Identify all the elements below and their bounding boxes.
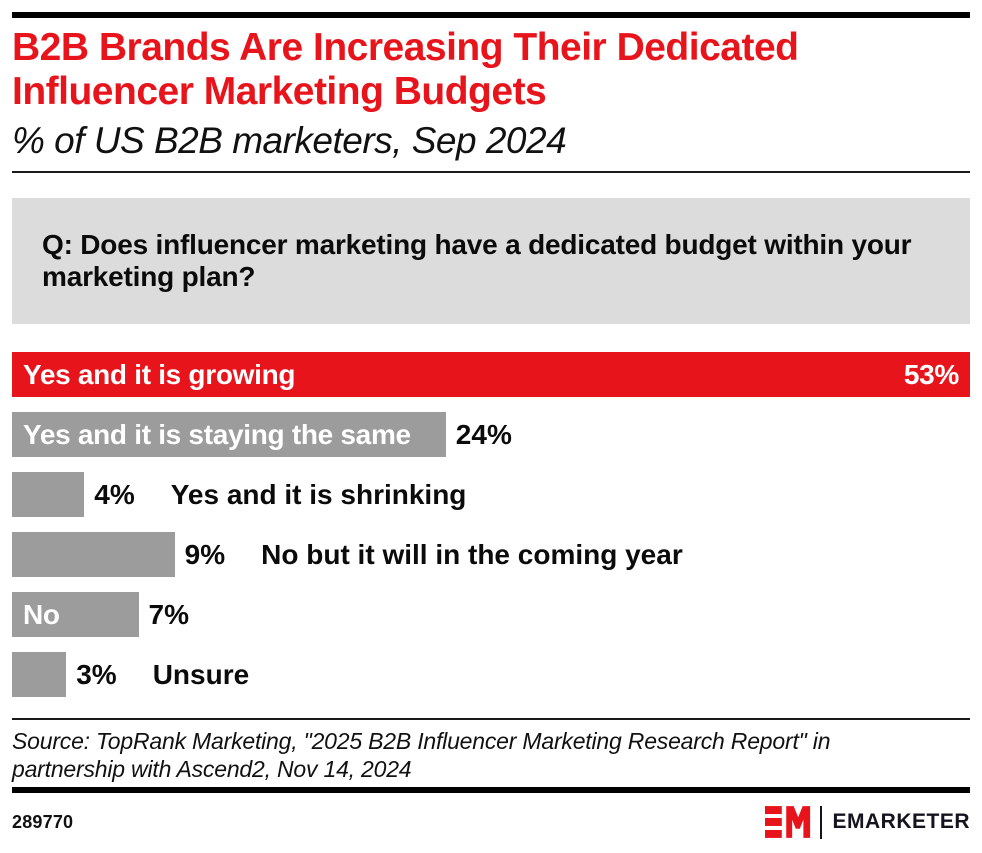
bar-shrinking	[12, 472, 85, 518]
top-rule	[12, 12, 970, 18]
emarketer-logo: EMARKETER	[765, 805, 970, 839]
em-logomark-icon	[765, 806, 811, 839]
bar-label: Yes and it is growing	[23, 358, 296, 390]
bar-row-staying-same: Yes and it is staying the same 24%	[12, 412, 970, 458]
bar-row-unsure: 3% Unsure	[12, 652, 970, 698]
bar-staying-same: Yes and it is staying the same	[12, 412, 446, 458]
chart-id: 289770	[12, 811, 74, 832]
question-text: Q: Does influencer marketing have a dedi…	[42, 229, 912, 293]
header-divider	[12, 171, 970, 174]
bar-unsure	[12, 652, 67, 698]
bar-no: No	[12, 592, 139, 638]
bar-row-no: No 7%	[12, 592, 970, 638]
bar-row-shrinking: 4% Yes and it is shrinking	[12, 472, 970, 518]
bar-value: 53%	[903, 358, 959, 390]
source-note: Source: TopRank Marketing, "2025 B2B Inf…	[12, 728, 831, 782]
logo-divider	[820, 805, 823, 839]
bar-value: 3%	[76, 658, 117, 690]
chart-subtitle: % of US B2B marketers, Sep 2024	[12, 120, 567, 162]
bar-label: No	[23, 598, 60, 630]
infographic: B2B Brands Are Increasing Their Dedicate…	[0, 12, 982, 839]
bar-chart: Yes and it is growing 53% Yes and it is …	[12, 352, 970, 698]
bar-value: 24%	[455, 418, 512, 450]
bar-label: Yes and it is staying the same	[23, 418, 411, 450]
bar-growing: Yes and it is growing 53%	[12, 352, 970, 398]
bar-value: 7%	[148, 598, 189, 630]
bar-label: Yes and it is shrinking	[170, 478, 467, 510]
question-box: Q: Does influencer marketing have a dedi…	[12, 198, 970, 325]
bar-row-coming-year: 9% No but it will in the coming year	[12, 532, 970, 578]
chart-title: B2B Brands Are Increasing Their Dedicate…	[12, 26, 799, 113]
bar-label: Unsure	[152, 658, 250, 690]
bar-label: No but it will in the coming year	[261, 538, 683, 570]
bar-value: 9%	[184, 538, 226, 570]
source-divider	[12, 718, 970, 721]
emarketer-wordmark: EMARKETER	[832, 810, 970, 834]
bottom-rule	[12, 786, 970, 793]
bar-coming-year	[12, 532, 175, 578]
bar-row-growing: Yes and it is growing 53%	[12, 352, 970, 398]
bar-value: 4%	[94, 478, 135, 510]
footer: 289770 EMARKETER	[12, 805, 970, 839]
